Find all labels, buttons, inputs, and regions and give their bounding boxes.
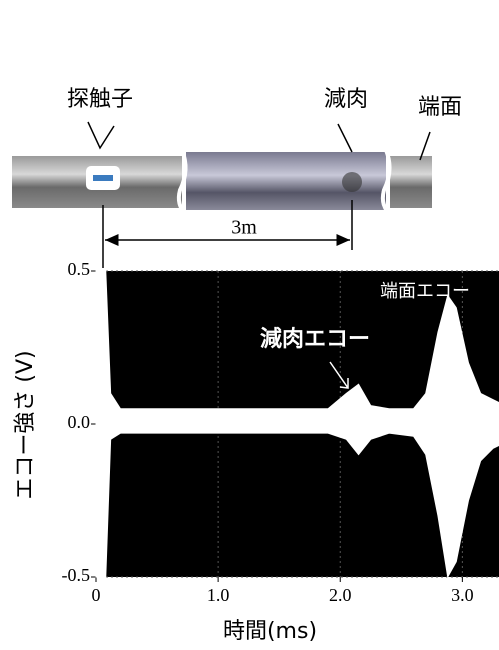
figure: 探触子 減肉 端面 3m -0.5 0.0 0.5 0 1.0 2.0 3.0 減肉エコー 端面… <box>0 0 499 650</box>
annotation: 減肉エコー <box>260 327 370 352</box>
probe-label: 探触子 <box>67 87 133 112</box>
x-tick-label: 1.0 <box>207 585 230 605</box>
distance-label: 3m <box>231 217 257 239</box>
y-tick-label: -0.5 <box>62 565 91 585</box>
x-tick-label: 3.0 <box>451 585 474 605</box>
x-tick-label: 0 <box>92 585 101 605</box>
pipe-photo <box>12 150 432 214</box>
y-axis-label: エコー強さ (V) <box>13 350 38 499</box>
y-tick-label: 0.0 <box>68 412 91 432</box>
end-label: 端面 <box>418 95 462 120</box>
x-axis-label: 時間(ms) <box>223 619 317 644</box>
annotation: 端面エコー <box>380 281 470 302</box>
plot: -0.5 0.0 0.5 0 1.0 2.0 3.0 減肉エコー 端面エコー <box>62 259 499 605</box>
thinning-label: 減肉 <box>324 87 368 112</box>
y-tick-label: 0.5 <box>68 259 91 279</box>
x-tick-label: 2.0 <box>329 585 352 605</box>
